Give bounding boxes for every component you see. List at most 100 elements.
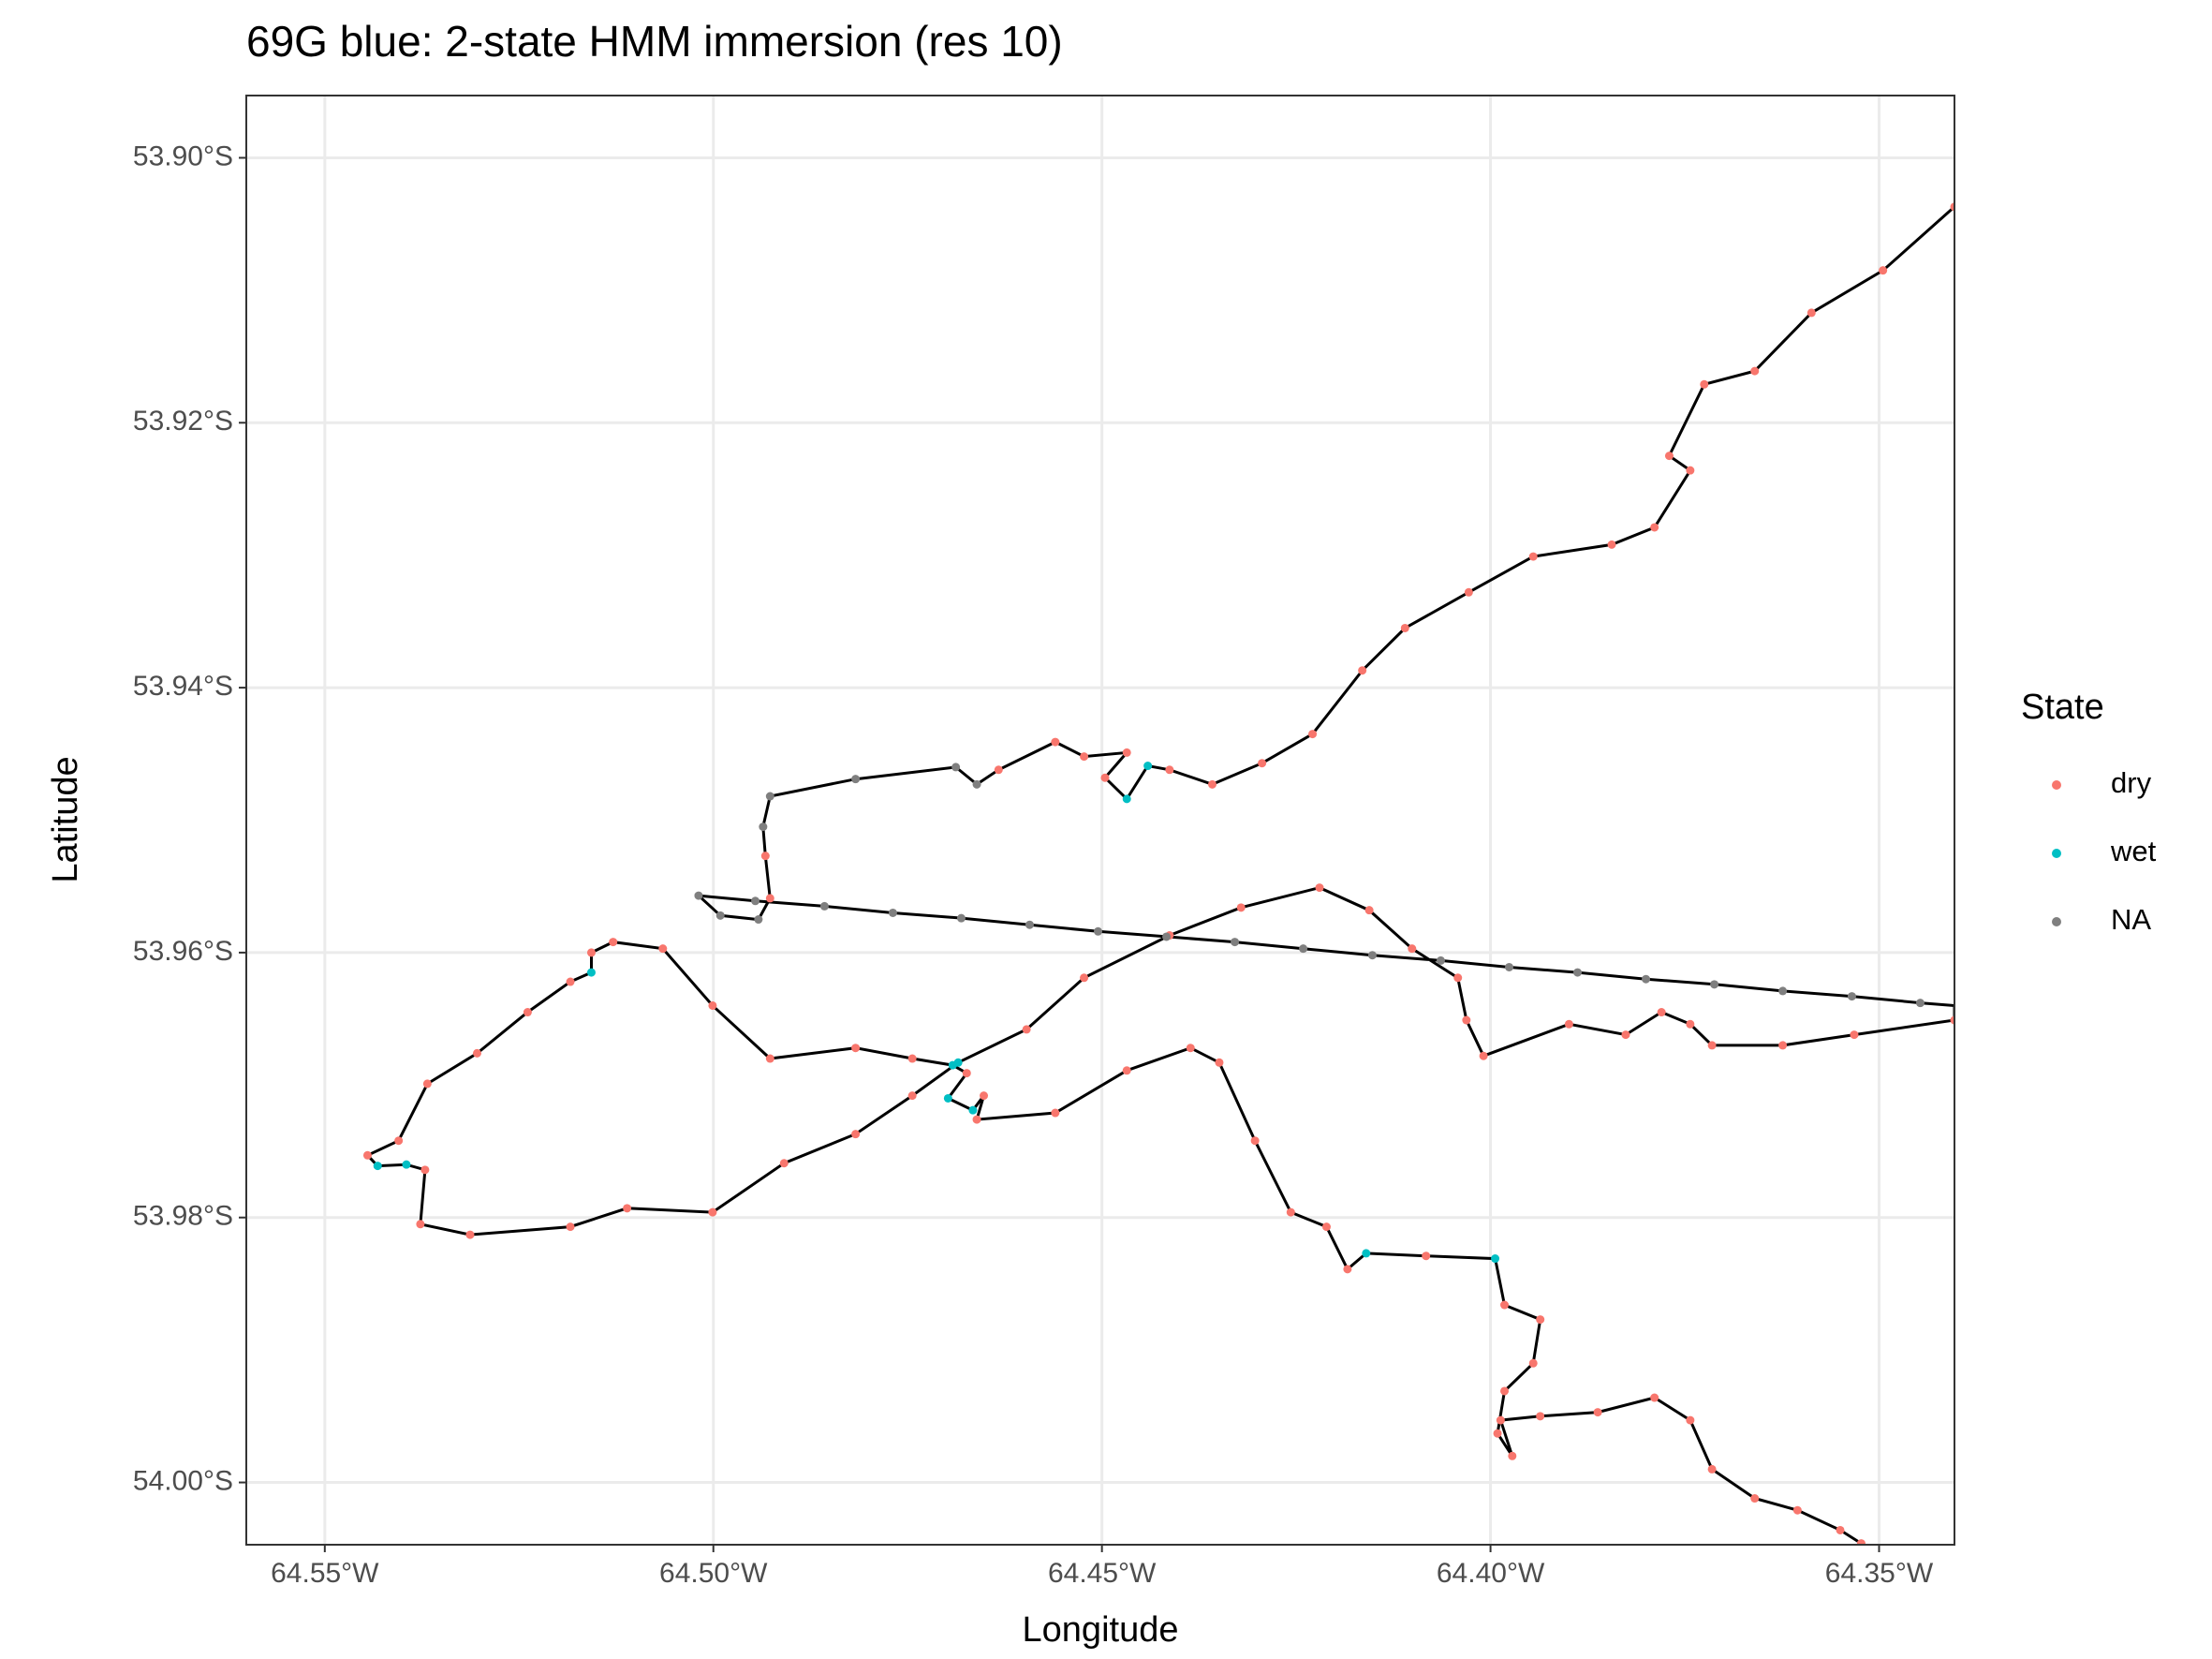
point [1315, 883, 1324, 893]
point [759, 822, 768, 832]
y-tick-label: 53.96°S [133, 936, 233, 967]
point [1400, 623, 1409, 632]
point [586, 968, 596, 977]
point [1536, 1315, 1545, 1325]
plot-background [246, 96, 1954, 1545]
point [1165, 765, 1174, 775]
point [422, 1079, 432, 1089]
point [1950, 1015, 1954, 1025]
point [1436, 955, 1445, 965]
point [1493, 1429, 1502, 1438]
point [1528, 1358, 1538, 1368]
point [1408, 944, 1417, 954]
point [1700, 379, 1709, 389]
point [708, 1000, 717, 1010]
chart-title: 69G blue: 2-state HMM immersion (res 10) [246, 17, 1063, 66]
point [943, 1093, 952, 1103]
point [1051, 737, 1060, 747]
point [1367, 951, 1377, 960]
point [1022, 1025, 1031, 1034]
point [754, 915, 763, 925]
point [1778, 1041, 1788, 1050]
point [1100, 773, 1110, 782]
legend-key [2052, 917, 2061, 926]
point [851, 775, 861, 784]
point [1686, 466, 1695, 475]
x-tick-label: 64.40°W [1437, 1558, 1545, 1589]
point [956, 913, 966, 923]
y-tick-label: 53.92°S [133, 406, 233, 437]
legend-key [2052, 780, 2061, 790]
point [1750, 1494, 1760, 1503]
point [1686, 1019, 1695, 1029]
point [1286, 1207, 1295, 1217]
plot-area [362, 202, 1954, 1545]
point [362, 1150, 372, 1160]
point [523, 1008, 532, 1017]
point [1358, 666, 1367, 675]
point [609, 938, 618, 947]
point [1479, 1051, 1488, 1060]
point [1215, 1058, 1224, 1067]
point [420, 1165, 430, 1175]
point [1850, 1030, 1859, 1040]
point [851, 1130, 861, 1139]
y-tick-label: 53.90°S [133, 141, 233, 171]
point [373, 1162, 382, 1171]
point [623, 1204, 632, 1213]
x-tick-label: 64.55°W [271, 1558, 379, 1589]
point [1025, 920, 1034, 929]
point [819, 901, 829, 911]
point [1143, 762, 1153, 771]
point [1500, 1300, 1510, 1310]
point [1710, 980, 1719, 989]
point [1504, 962, 1513, 971]
point [765, 894, 774, 903]
point [1657, 1008, 1666, 1017]
point [1094, 926, 1103, 936]
point [1792, 1505, 1802, 1515]
point [1080, 752, 1089, 762]
point [948, 1060, 957, 1070]
point [694, 891, 703, 900]
point [1915, 999, 1924, 1008]
point [962, 1069, 971, 1078]
point [1950, 202, 1954, 212]
track-line [364, 205, 1954, 1545]
point [1650, 1393, 1659, 1402]
point [888, 908, 897, 917]
point [1122, 1066, 1131, 1075]
x-tick-label: 64.45°W [1048, 1558, 1157, 1589]
y-tick-label: 53.94°S [133, 671, 233, 702]
point [1186, 1044, 1195, 1053]
point [416, 1220, 425, 1229]
point [1593, 1408, 1602, 1417]
point [1707, 1041, 1717, 1050]
point [566, 977, 575, 986]
point [402, 1160, 411, 1169]
point [1508, 1451, 1517, 1460]
point [851, 1044, 861, 1053]
point [1122, 794, 1131, 804]
point [1856, 1539, 1865, 1545]
point [1080, 973, 1089, 983]
point [1362, 1249, 1371, 1258]
point [1299, 944, 1308, 954]
point [1462, 1015, 1471, 1025]
panel-border [245, 95, 1955, 1546]
point [1642, 974, 1651, 984]
point [1453, 973, 1463, 983]
point [1122, 748, 1131, 757]
point [394, 1136, 404, 1146]
point [1343, 1265, 1352, 1274]
point [1686, 1415, 1695, 1425]
point [1162, 932, 1172, 941]
point [779, 1159, 789, 1168]
x-tick-label: 64.50°W [659, 1558, 768, 1589]
point [1231, 938, 1240, 947]
x-tick-label: 64.35°W [1825, 1558, 1934, 1589]
point [1879, 266, 1888, 275]
point [708, 1207, 717, 1217]
point [1496, 1415, 1505, 1425]
y-tick-label: 53.98°S [133, 1201, 233, 1232]
